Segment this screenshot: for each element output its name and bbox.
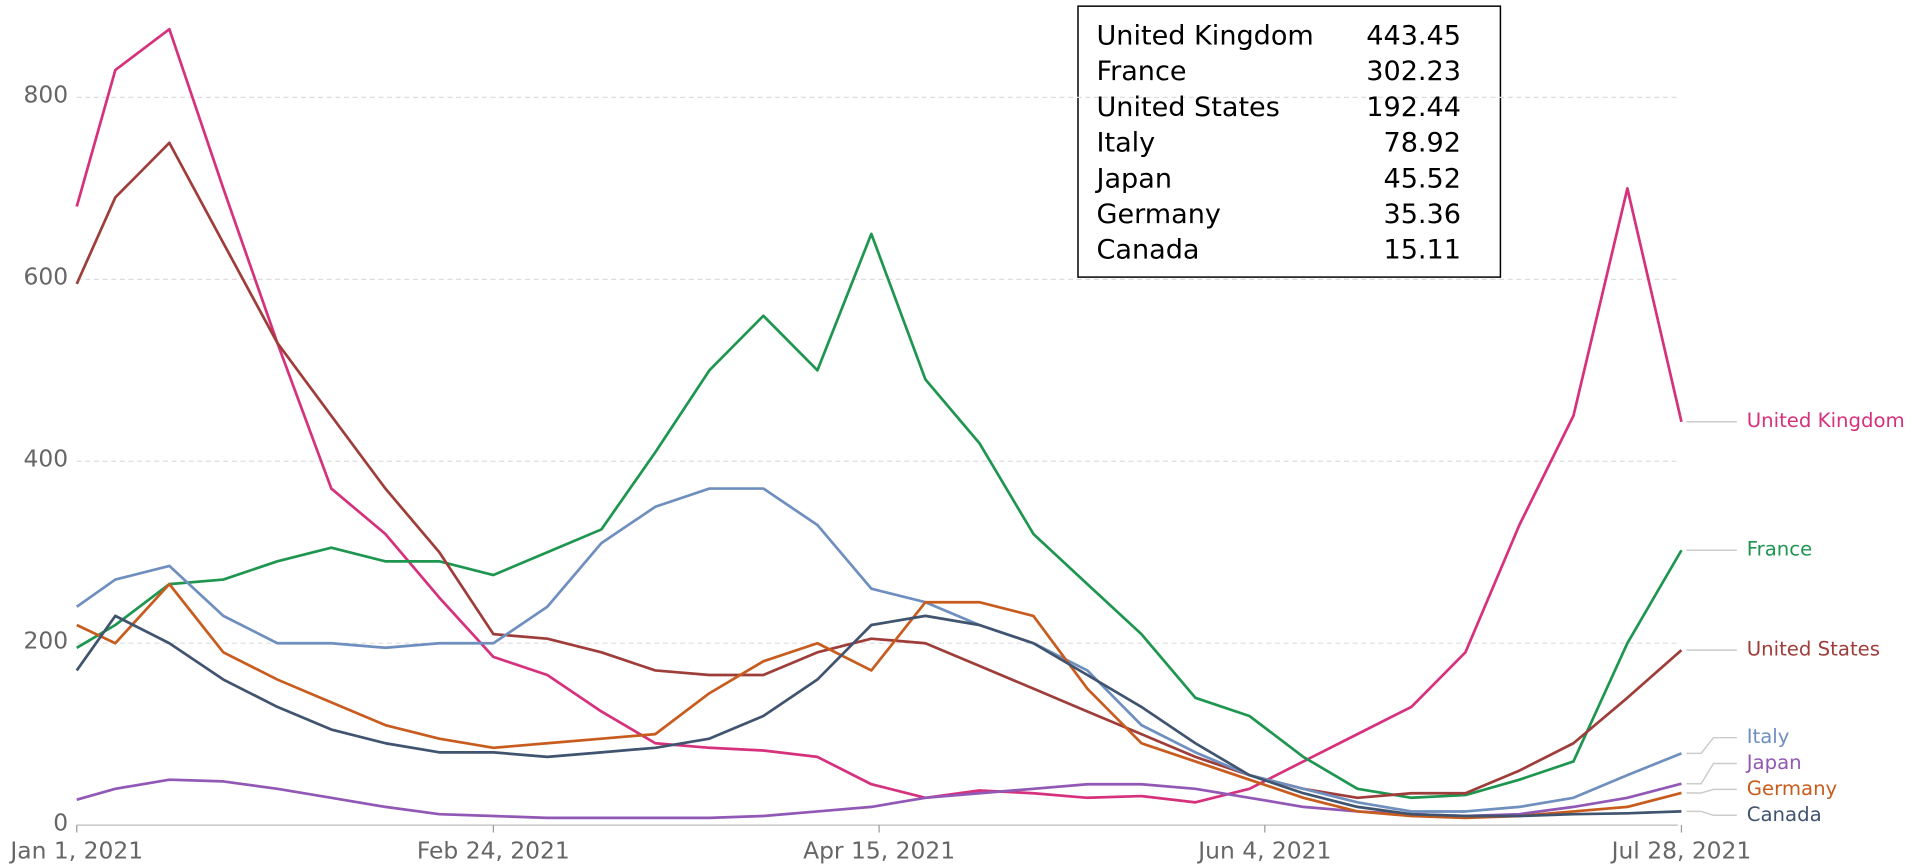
series-label: United States [1747,638,1880,661]
box-value: 35.36 [1383,199,1461,230]
series-line [76,232,1683,800]
box-value: 45.52 [1383,163,1461,194]
series-line [76,582,1682,820]
x-tick-label: Apr 15, 2021 [803,837,955,865]
y-tick-label: 400 [24,445,69,473]
x-tick-label: Feb 24, 2021 [417,837,570,865]
series-line [75,487,1682,813]
label-connector [1686,810,1737,817]
x-tick-label: Jun 4, 2021 [1196,837,1331,865]
series-label: United Kingdom [1747,409,1905,432]
y-tick-label: 0 [53,808,68,836]
x-tick-label: Jul 28, 2021 [1610,837,1752,865]
box-name: United States [1096,92,1279,123]
x-tick-label: Jan 1, 2021 [8,837,143,865]
box-value: 192.44 [1366,92,1461,123]
box-name: France [1096,56,1186,87]
box-name: United Kingdom [1096,20,1313,51]
box-value: 302.23 [1366,56,1461,87]
box-name: Japan [1094,163,1172,194]
box-name: Italy [1096,128,1155,159]
y-tick-label: 200 [24,626,69,654]
box-value: 78.92 [1383,128,1461,159]
box-name: Canada [1096,235,1199,266]
y-tick-label: 800 [24,81,69,109]
series-label: Germany [1747,777,1838,800]
label-connector [1686,762,1737,785]
series-line [75,614,1682,818]
series-label: France [1747,538,1812,561]
series-line [75,141,1683,800]
box-value: 15.11 [1383,235,1461,266]
box-value: 443.45 [1366,20,1461,51]
series-label: Canada [1747,803,1822,826]
label-connector [1686,736,1737,755]
value-box [1077,5,1502,278]
y-tick-label: 600 [24,263,69,291]
series-line [75,27,1683,804]
series-label: Italy [1747,725,1790,748]
box-name: Germany [1096,199,1220,230]
label-connector [1686,788,1737,794]
series-label: Japan [1745,751,1802,774]
